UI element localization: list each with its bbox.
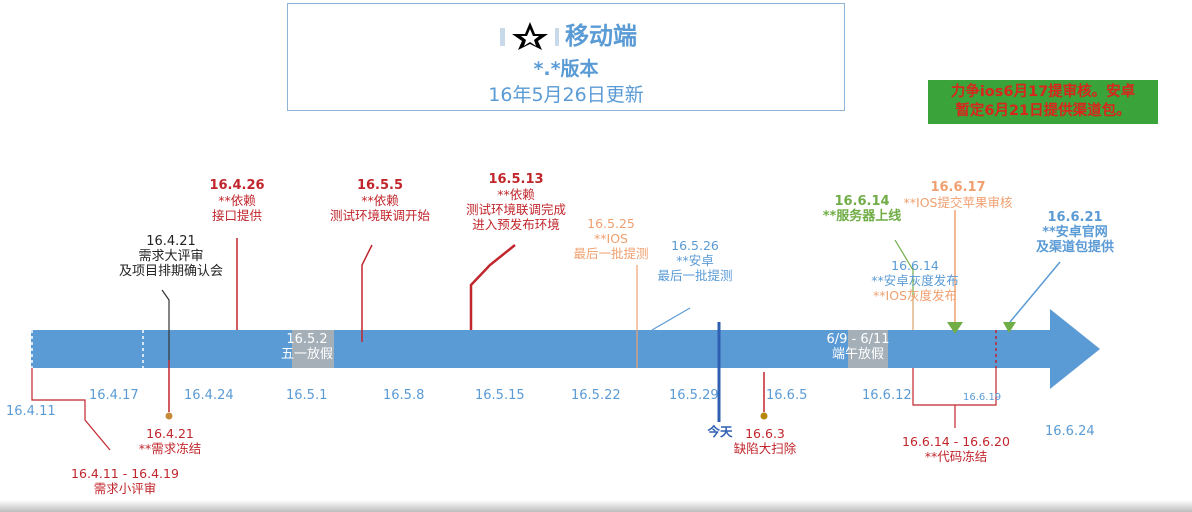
title-line2: *.*版本 (533, 58, 599, 80)
connector-6-21 (1009, 261, 1061, 323)
tick-label: 16.4.24 (184, 388, 234, 403)
event-6-3: 16.6.3 缺陷大扫除 (733, 426, 797, 456)
event-5-5: 16.5.5 **依赖 测试环境联调开始 (329, 178, 430, 223)
band-may-day (292, 330, 334, 368)
title-line3: 16年5月26日更新 (488, 84, 644, 106)
event-6-14-gray: 16.6.14 **安卓灰度发布 **IOS灰度发布 (871, 258, 959, 303)
tick-label: 16.6.5 (766, 388, 808, 403)
dot-6-3 (760, 412, 768, 420)
event-4-26: 16.4.26 **依赖 接口提供 (209, 178, 265, 223)
connector-5-13 (469, 244, 516, 330)
event-5-25: 16.5.25 **IOS 最后一批提测 (573, 216, 649, 261)
tick-label: 16.6.19 (963, 392, 1002, 403)
event-5-13: 16.5.13 **依赖 测试环境联调完成 进入预发布环境 (465, 172, 566, 232)
redacted-logo (495, 20, 565, 52)
event-4-21-review: 16.4.21 需求大评审 及项目排期确认会 (118, 234, 223, 279)
bracket-4-11-4-19 (31, 368, 111, 451)
tick-label: 16.5.8 (383, 388, 425, 403)
connector-5-5 (361, 244, 373, 342)
title-box: 移动端 *.*版本 16年5月26日更新 (287, 3, 845, 111)
event-6-21: 16.6.21 **安卓官网 及渠道包提供 (1035, 210, 1114, 255)
event-5-26: 16.5.26 **安卓 最后一批提测 (657, 238, 733, 283)
connector-4-21 (161, 289, 170, 360)
band-may-day-label: 16.5.2 五一放假 (280, 332, 333, 362)
event-6-17: 16.6.17 **IOS提交苹果审核 (903, 180, 1013, 210)
event-6-14-6-20: 16.6.14 - 16.6.20 **代码冻结 (902, 434, 1010, 464)
tick-label: 16.6.12 (862, 388, 912, 403)
bottom-shadow (0, 500, 1192, 512)
event-6-14-server: 16.6.14 **服务器上线 (822, 194, 902, 224)
note-line1: 力争ios6月17提审核。安卓 (950, 84, 1136, 100)
band-dragon-boat (848, 330, 888, 368)
event-4-21-freeze: 16.4.21 **需求冻结 (138, 426, 202, 456)
tick-label: 16.5.1 (286, 388, 328, 403)
tick-label: 16.4.11 (6, 404, 56, 419)
tick-label: 16.5.29 (669, 388, 719, 403)
tick-label: 16.5.15 (475, 388, 525, 403)
tick-label: 16.5.22 (571, 388, 621, 403)
event-4-11-4-19: 16.4.11 - 16.4.19 需求小评审 (71, 466, 179, 496)
tick-label: 16.6.24 (1045, 424, 1095, 439)
arrowhead-6-21 (1003, 322, 1016, 333)
band-dragon-boat-label: 6/9 - 6/11 端午放假 (826, 332, 890, 362)
timeline-arrow (31, 309, 1100, 389)
event-today: 今天 (707, 424, 733, 439)
tick-label: 16.4.17 (89, 388, 139, 403)
arrowhead-6-17 (947, 322, 963, 334)
note-line2: 暂定6月21日提供渠道包。 (955, 103, 1131, 119)
dot-4-21 (165, 412, 173, 420)
release-note: 力争ios6月17提审核。安卓 暂定6月21日提供渠道包。 (928, 80, 1158, 124)
connector-5-26 (651, 307, 691, 331)
title-line1: 移动端 (288, 16, 844, 52)
